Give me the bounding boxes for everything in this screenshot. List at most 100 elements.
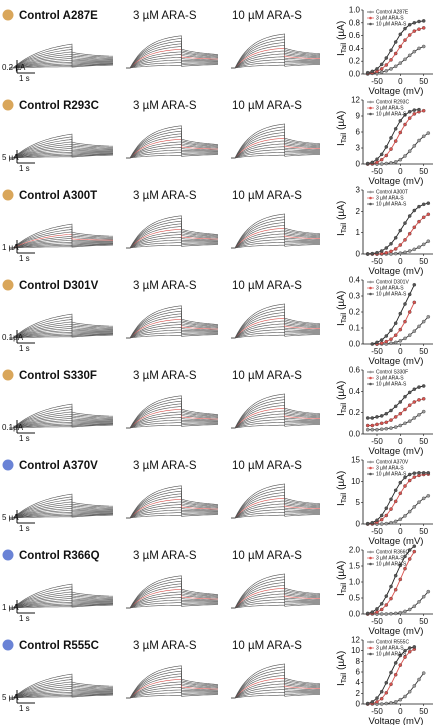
data-point	[398, 697, 403, 702]
variant-class-dot	[2, 549, 14, 561]
current-trace	[231, 486, 321, 519]
data-point	[379, 162, 384, 166]
current-trace	[231, 126, 321, 159]
row-title: Control S330F	[19, 370, 97, 382]
y-tick-label: 10	[351, 646, 360, 655]
iv-plot-5: 0.0 0.2 0.4 0.6 -50 0 50 ITail (µA) Voltage (mV)…	[336, 366, 433, 457]
y-tick-label: 0	[356, 250, 361, 259]
data-point	[389, 147, 393, 151]
data-point	[412, 544, 417, 548]
data-point	[421, 108, 426, 113]
current-trace	[126, 329, 218, 339]
current-trace	[126, 326, 218, 339]
data-point	[417, 219, 421, 224]
panel-row-7: Control R366Q 3 µM ARA-S 10 µM ARA-S 1 µA1 …	[2, 549, 321, 623]
legend-marker	[369, 196, 372, 200]
data-point	[384, 411, 389, 416]
data-point	[426, 315, 431, 319]
data-point	[407, 689, 412, 694]
data-point	[393, 573, 398, 578]
current-trace	[126, 54, 218, 69]
data-point	[412, 225, 417, 230]
current-trace	[9, 681, 114, 699]
y-tick-label: 0.4	[349, 44, 361, 53]
data-point	[426, 131, 431, 135]
column-title-10um: 10 µM ARA-S	[232, 10, 302, 22]
current-trace	[126, 128, 219, 159]
data-point	[389, 701, 393, 705]
current-traces-panel-1	[9, 43, 114, 69]
current-scale-label: 1 µA	[2, 603, 19, 612]
x-tick-label: 0	[398, 257, 403, 266]
column-title-10um: 10 µM ARA-S	[232, 190, 302, 202]
data-point	[375, 427, 379, 432]
iv-plot-1: 0.0 0.2 0.4 0.6 0.8 1.0 -50 0 50 ITail (µA) Voltag…	[336, 6, 433, 97]
y-tick-label: 0.2	[349, 308, 361, 317]
current-trace	[231, 244, 321, 249]
legend-marker	[369, 370, 372, 374]
current-trace	[231, 151, 320, 159]
data-point	[426, 494, 431, 498]
data-point	[398, 517, 403, 522]
current-trace	[9, 133, 114, 159]
legend-marker	[369, 460, 372, 464]
data-point	[379, 513, 384, 518]
current-trace	[231, 492, 321, 519]
data-point	[393, 251, 398, 256]
x-tick-label: 50	[419, 707, 428, 716]
y-tick-label: 0	[356, 520, 361, 529]
current-traces-panel-2	[126, 665, 219, 699]
data-point	[403, 475, 407, 480]
x-tick-label: 0	[398, 527, 403, 536]
column-title-3um: 3 µM ARA-S	[133, 10, 197, 22]
current-trace	[126, 498, 218, 519]
current-trace	[231, 42, 321, 69]
data-point	[412, 549, 417, 554]
x-tick-label: -50	[371, 527, 383, 536]
current-trace	[9, 693, 114, 699]
data-point	[407, 472, 412, 477]
data-point	[389, 337, 393, 341]
data-point	[403, 250, 407, 255]
current-trace	[9, 413, 114, 429]
data-point	[384, 420, 389, 425]
current-trace	[9, 694, 114, 699]
data-point	[379, 517, 384, 522]
current-traces-panel-2	[126, 305, 219, 339]
current-trace	[126, 56, 218, 69]
data-point	[403, 655, 407, 659]
current-trace	[9, 244, 114, 249]
data-point	[412, 49, 417, 54]
data-point	[417, 385, 421, 389]
current-trace	[126, 305, 219, 339]
current-trace	[9, 51, 114, 69]
legend-entry: 3 µM ARA-S	[376, 466, 404, 472]
data-point	[421, 496, 426, 501]
data-point	[421, 671, 426, 675]
current-trace	[126, 493, 219, 519]
current-trace	[126, 504, 218, 519]
current-trace	[9, 688, 113, 699]
current-trace	[231, 511, 320, 519]
current-trace	[126, 48, 218, 69]
data-point	[398, 119, 403, 123]
current-trace	[231, 506, 320, 519]
current-trace	[126, 596, 218, 609]
current-trace	[126, 51, 219, 69]
data-point	[384, 426, 389, 431]
data-point	[407, 231, 412, 236]
current-trace	[9, 679, 114, 699]
current-trace	[231, 407, 321, 429]
column-title-10um: 10 µM ARA-S	[232, 550, 302, 562]
current-trace	[9, 589, 114, 609]
y-tick-label: 0.8	[349, 18, 361, 27]
current-trace	[9, 586, 114, 609]
current-trace	[9, 403, 114, 429]
data-point	[426, 239, 431, 243]
current-trace	[126, 681, 219, 699]
current-scale-label: 5 µA	[2, 513, 19, 522]
current-trace	[126, 670, 219, 699]
current-trace	[231, 331, 320, 339]
legend-entry: 3 µM ARA-S	[376, 106, 404, 112]
